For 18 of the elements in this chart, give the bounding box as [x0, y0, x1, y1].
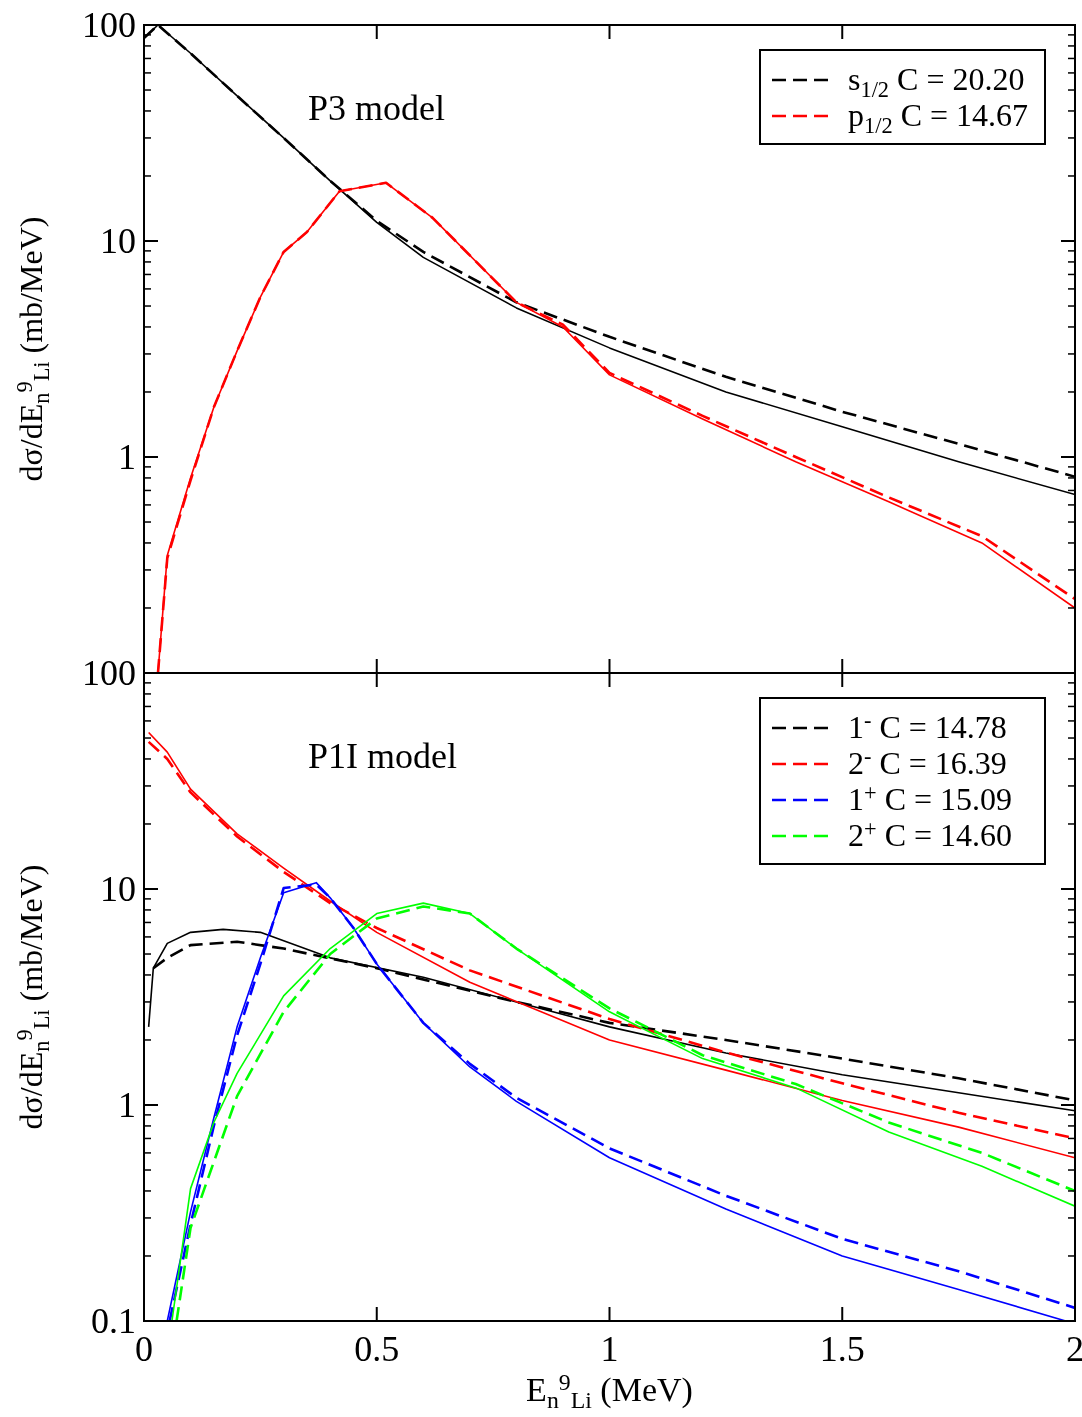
y-tick-label: 10: [100, 221, 136, 261]
x-tick-label: 1: [600, 1329, 619, 1369]
x-tick-label: 0.5: [354, 1329, 400, 1369]
x-tick-label: 0: [135, 1329, 153, 1369]
x-tick-label: 2: [1066, 1329, 1082, 1369]
legend-label: 1$^{-}$ C = 14.78: [848, 708, 1007, 745]
legend-label: 2$^{+}$ C = 14.60: [848, 816, 1013, 853]
legend-label: 1$^{+}$ C = 15.09: [848, 780, 1013, 817]
x-tick-label: 1.5: [819, 1329, 865, 1369]
y-tick-label: 1: [118, 437, 136, 477]
y-tick-label: 10: [100, 869, 136, 909]
annotation: P1I model: [308, 736, 457, 776]
y-tick-label: 0.1: [91, 1301, 136, 1341]
y-tick-label: 100: [82, 653, 136, 693]
y-tick-label: 1: [118, 1085, 136, 1125]
y-tick-label: 100: [82, 5, 136, 45]
annotation: P3 model: [308, 88, 446, 128]
legend-label: 2$^{-}$ C = 16.39: [848, 744, 1007, 781]
